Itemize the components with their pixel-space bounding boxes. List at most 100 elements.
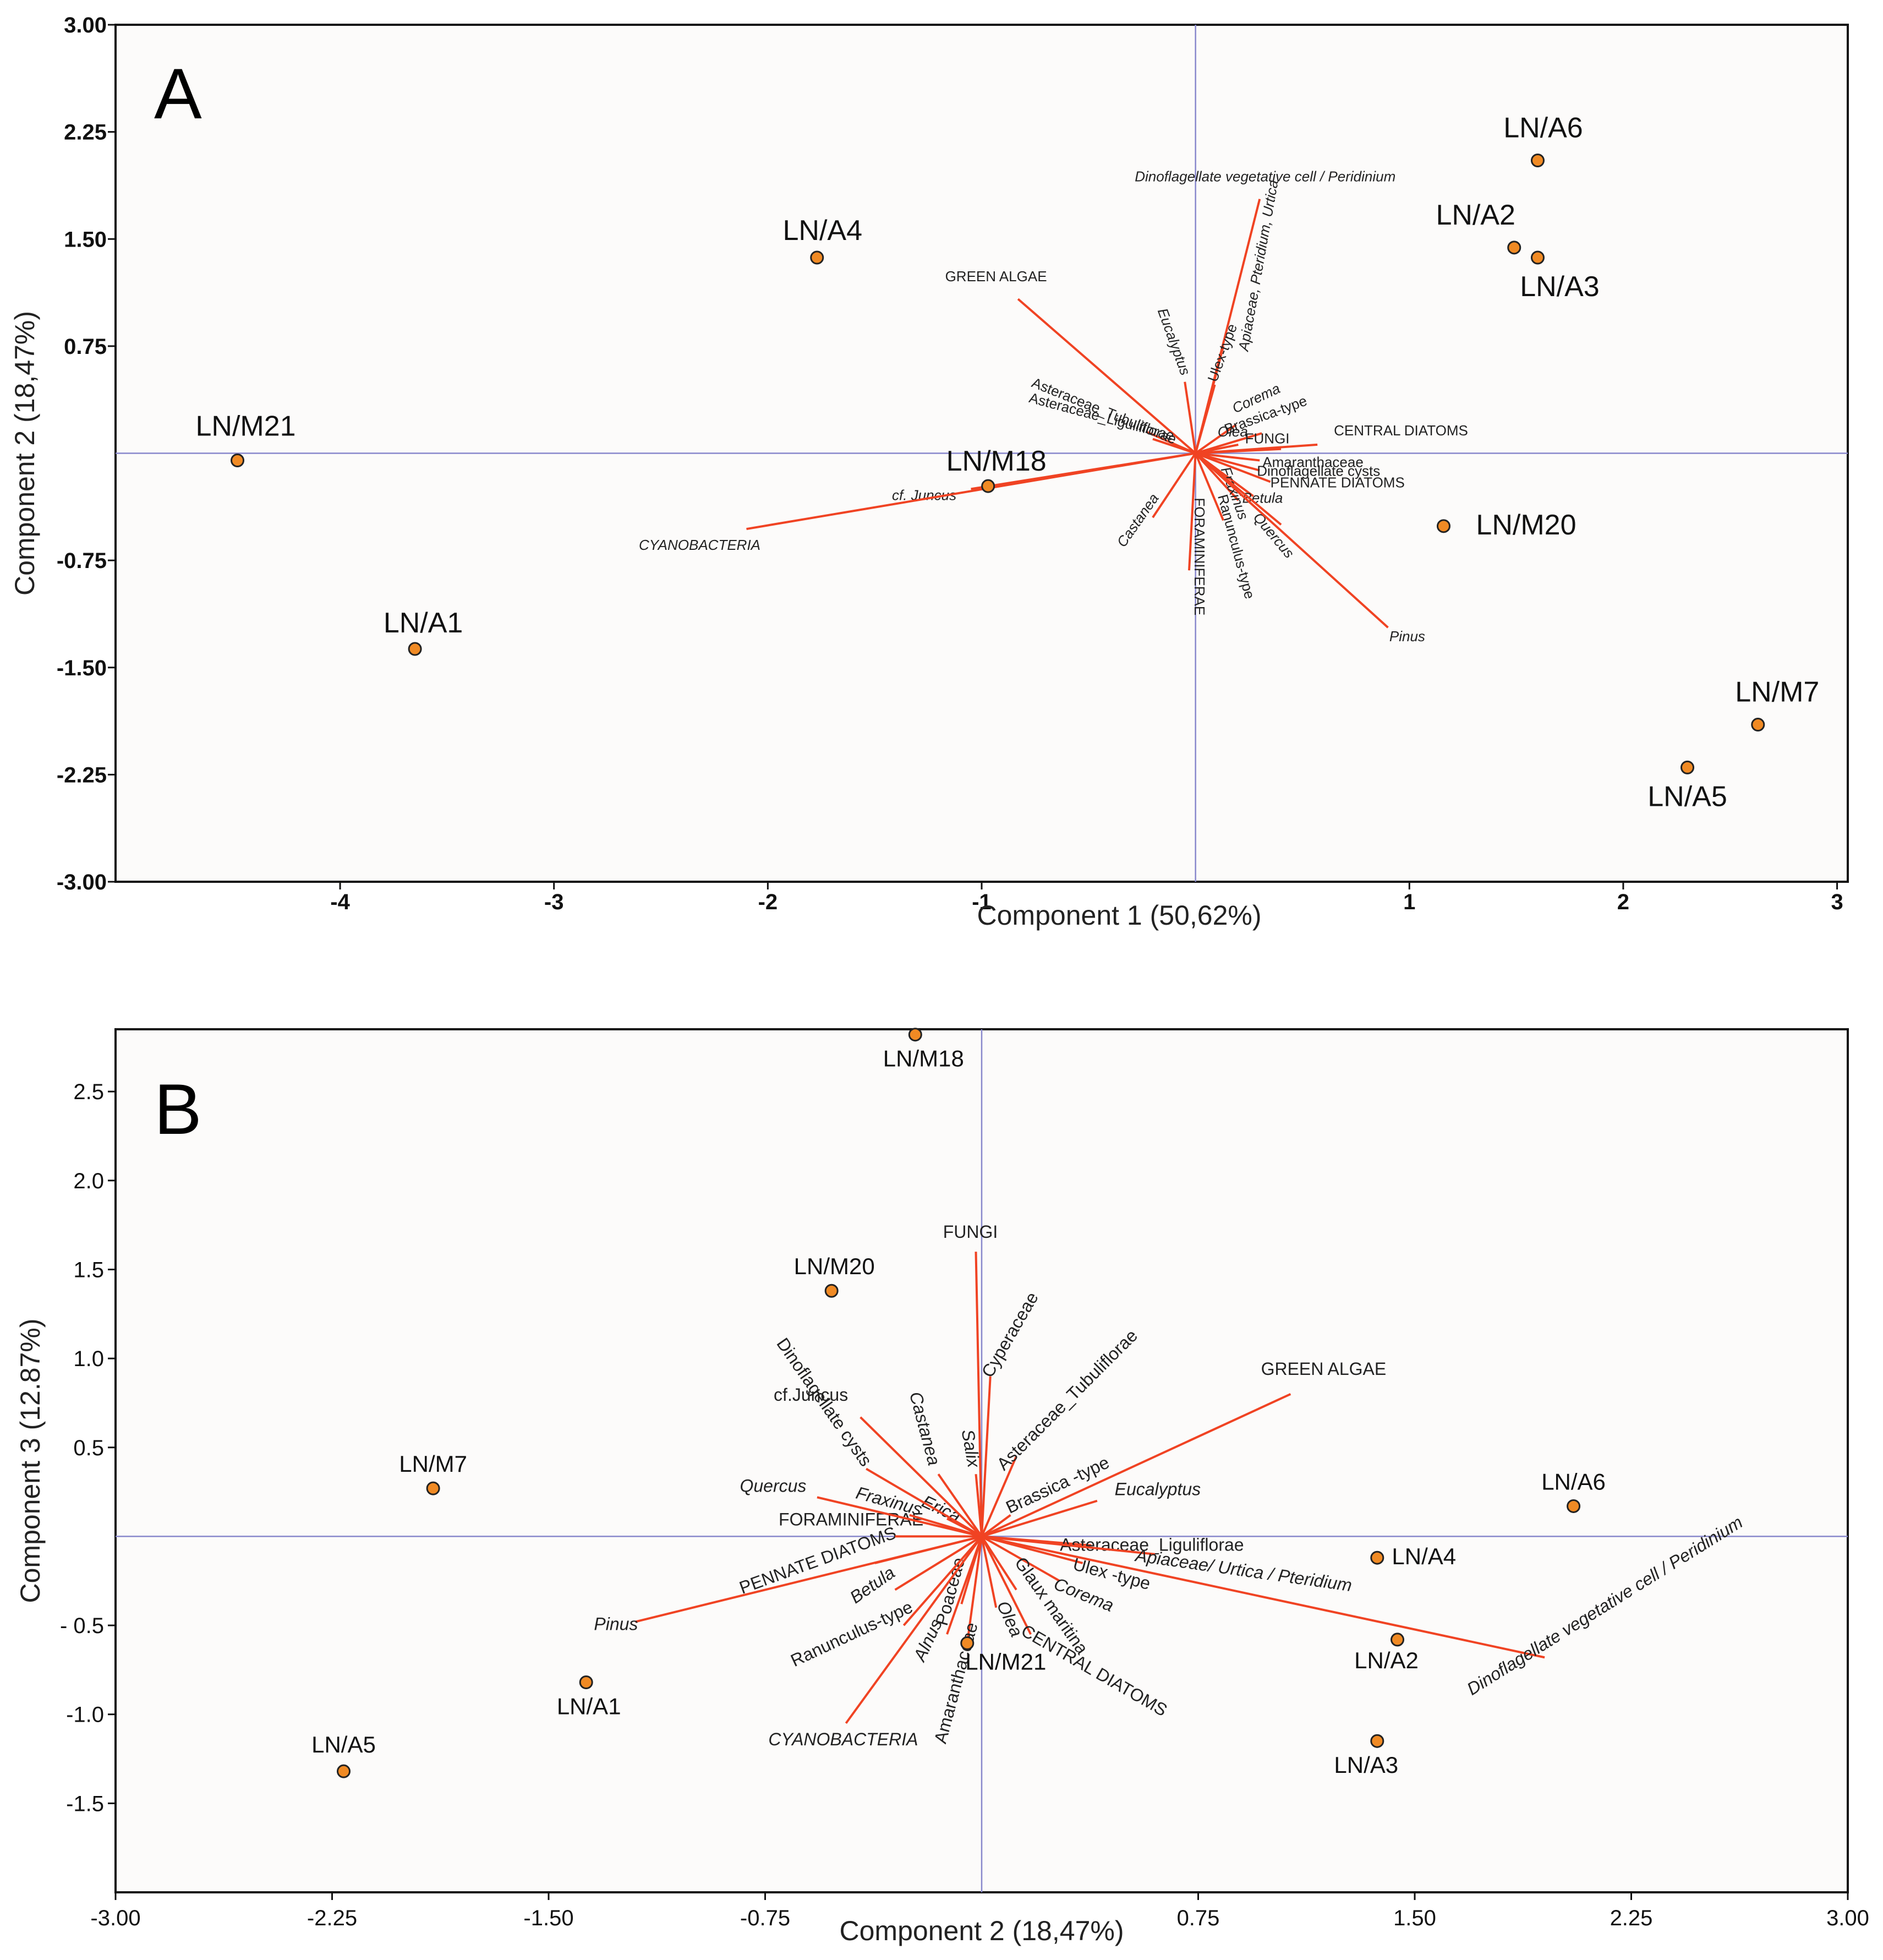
x-tick-label: -3.00 bbox=[90, 1906, 140, 1930]
loading-vector bbox=[1195, 452, 1389, 629]
panel-letter: B bbox=[154, 1069, 202, 1149]
y-tick-label: -0.75 bbox=[57, 549, 107, 573]
vector-label: Dinoflagellate vegetative cell / Peridin… bbox=[1135, 168, 1395, 185]
loading-vector bbox=[981, 1536, 1032, 1635]
y-tick-label: 3.00 bbox=[64, 13, 107, 37]
sample-point bbox=[408, 642, 422, 656]
loading-vector bbox=[1195, 452, 1260, 472]
vector-label: Amaranthaceae bbox=[1262, 454, 1364, 470]
sample-point bbox=[1567, 1499, 1581, 1513]
loading-vector bbox=[1195, 443, 1318, 455]
loading-vector bbox=[981, 1535, 1545, 1659]
sample-point bbox=[1370, 1734, 1384, 1748]
sample-point bbox=[1391, 1633, 1405, 1647]
loading-vector bbox=[946, 1536, 983, 1635]
vector-label: Dinoflagellate cysts bbox=[1257, 463, 1380, 479]
loading-vector bbox=[746, 452, 1196, 531]
sample-point bbox=[1530, 154, 1545, 168]
vector-label: CYANOBACTERIA bbox=[768, 1729, 918, 1749]
x-tick-label: -4 bbox=[330, 890, 350, 914]
y-tick-label: 2.0 bbox=[73, 1169, 104, 1193]
loading-vector bbox=[902, 1536, 983, 1626]
loading-vector bbox=[1195, 452, 1260, 462]
sample-point bbox=[426, 1481, 440, 1495]
x-axis-label: Component 1 (50,62%) bbox=[977, 900, 1262, 931]
y-tick-label: - 0.5 bbox=[60, 1614, 104, 1638]
vector-label: FORAMINIFERAE bbox=[1191, 498, 1208, 615]
y-tick-label: -2.25 bbox=[57, 763, 107, 787]
y-tick-label: 2.25 bbox=[64, 121, 107, 145]
sample-label: LN/A1 bbox=[384, 607, 463, 639]
y-tick-label: 1.50 bbox=[64, 227, 107, 252]
y-tick-label: -1.5 bbox=[66, 1792, 104, 1816]
loading-vector bbox=[1187, 453, 1197, 571]
sample-point bbox=[1530, 250, 1545, 265]
sample-label: LN/A3 bbox=[1520, 271, 1600, 303]
y-tick-label: 0.5 bbox=[73, 1436, 104, 1460]
sample-label: LN/M18 bbox=[883, 1046, 964, 1072]
sample-label: LN/M7 bbox=[1735, 676, 1819, 708]
x-tick-label: 0.75 bbox=[1177, 1906, 1220, 1930]
sample-point bbox=[579, 1675, 593, 1690]
sample-label: LN/A5 bbox=[311, 1732, 376, 1757]
sample-label: LN/M18 bbox=[946, 445, 1047, 477]
sample-point bbox=[231, 453, 245, 467]
sample-point bbox=[1507, 241, 1521, 255]
x-tick-label: 3 bbox=[1831, 890, 1843, 914]
y-tick-label: 1.0 bbox=[73, 1347, 104, 1371]
panel-letter: A bbox=[154, 53, 202, 134]
loading-vector bbox=[981, 1499, 1098, 1538]
loading-vector bbox=[975, 1474, 983, 1537]
loading-vector bbox=[975, 1252, 983, 1537]
loading-vector bbox=[966, 1536, 983, 1644]
sample-point bbox=[1681, 760, 1695, 774]
sample-label: LN/A4 bbox=[1392, 1543, 1456, 1569]
y-tick-label: 2.5 bbox=[73, 1080, 104, 1104]
loading-vector bbox=[981, 1535, 1060, 1582]
vector-label: GREEN ALGAE bbox=[1261, 1359, 1387, 1379]
y-axis-label: Component 3 (12.87%) bbox=[15, 1319, 46, 1603]
x-tick-label: -1 bbox=[972, 890, 992, 914]
loading-vector bbox=[981, 1535, 1156, 1555]
x-tick-label: -0.75 bbox=[740, 1906, 790, 1930]
loading-vector bbox=[1152, 438, 1196, 455]
loading-vector bbox=[981, 1393, 1291, 1538]
loading-vector bbox=[845, 1536, 983, 1724]
panel-b: 2.5 2.0 1.5 1.0 0.5 - 0.5 -1.0 -1.5 -3.00 -2.25 -1… bbox=[15, 1028, 1869, 1946]
vector-label: GREEN ALGAE bbox=[945, 268, 1047, 285]
sample-label: LN/A1 bbox=[557, 1694, 621, 1719]
x-tick-label: 1 bbox=[1403, 890, 1415, 914]
loading-vector bbox=[937, 1473, 983, 1537]
loading-vector bbox=[1195, 423, 1237, 455]
loading-vector bbox=[817, 1496, 982, 1538]
loading-vector bbox=[981, 1376, 992, 1537]
x-tick-label: 1.50 bbox=[1393, 1906, 1436, 1930]
sample-label: LN/A5 bbox=[1647, 780, 1727, 812]
x-tick-label: -2 bbox=[758, 890, 778, 914]
x-tick-label: -1.50 bbox=[523, 1906, 573, 1930]
y-axis-label: Component 2 (18,47%) bbox=[9, 311, 40, 596]
sample-label: LN/A2 bbox=[1354, 1647, 1419, 1673]
sample-point bbox=[981, 479, 995, 493]
x-tick-label: 2 bbox=[1617, 890, 1629, 914]
vector-label: CYANOBACTERIA bbox=[639, 537, 760, 553]
sample-label: LN/A3 bbox=[1334, 1752, 1398, 1778]
x-tick-label: -3 bbox=[544, 890, 564, 914]
loading-vector bbox=[1195, 452, 1271, 483]
y-tick-label: -3.00 bbox=[57, 870, 107, 894]
y-tick-label: 0.75 bbox=[64, 335, 107, 359]
vector-label: Asteraceae_Liguliflorae bbox=[1060, 1535, 1244, 1555]
x-tick-label: -2.25 bbox=[307, 1906, 357, 1930]
x-tick-label: 3.00 bbox=[1826, 1906, 1869, 1930]
x-tick-label: 2.25 bbox=[1610, 1906, 1653, 1930]
vector-label: PENNATE DIATOMS bbox=[1271, 474, 1405, 490]
vector-label: cf.Juncus bbox=[774, 1385, 848, 1405]
y-tick-label: -1.0 bbox=[66, 1703, 104, 1727]
sample-label: LN/M21 bbox=[195, 410, 295, 442]
sample-point bbox=[908, 1028, 922, 1042]
loading-vector bbox=[860, 1416, 983, 1537]
panel-a: 3.00 2.25 1.50 0.75 -0.75 -1.50 -2.25 -3.00 -4 -3… bbox=[9, 13, 1849, 931]
loading-vector bbox=[981, 1456, 1017, 1537]
sample-point bbox=[1751, 718, 1765, 732]
